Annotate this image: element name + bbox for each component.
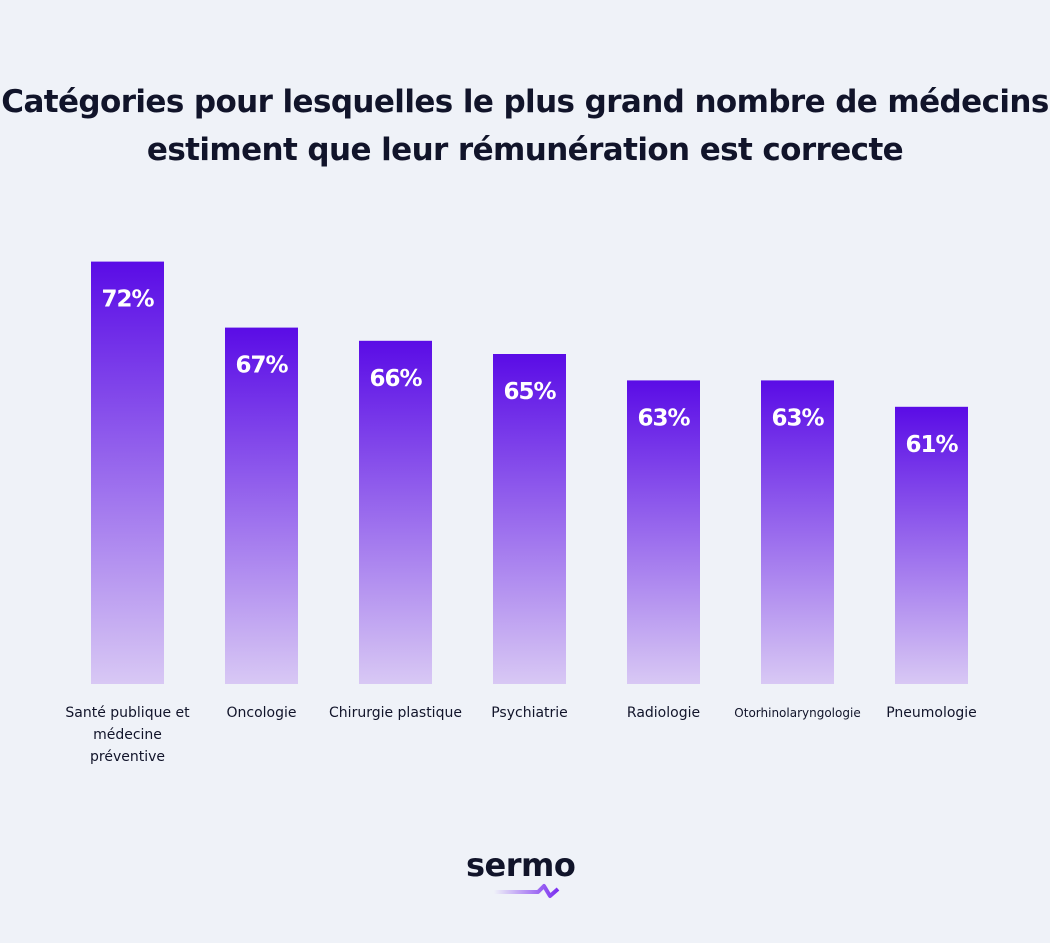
- data-label: 66%: [369, 366, 422, 392]
- data-label: 67%: [235, 353, 288, 379]
- bar: [761, 380, 834, 684]
- data-label: 63%: [637, 405, 690, 431]
- data-label: 72%: [101, 287, 154, 313]
- data-label: 63%: [771, 405, 824, 431]
- category-label: Pneumologie: [886, 705, 977, 721]
- category-label: Oncologie: [226, 705, 297, 721]
- sermo-logo: sermo: [466, 846, 586, 902]
- chart-title: Catégories pour lesquelles le plus grand…: [1, 84, 1049, 168]
- bar: [359, 340, 432, 684]
- data-label: 65%: [503, 379, 556, 405]
- logo-pulse-icon: [494, 884, 560, 898]
- category-label: Psychiatrie: [491, 705, 568, 721]
- category-label: Otorhinolaryngologie: [734, 706, 861, 720]
- bar: [627, 380, 700, 684]
- bar: [225, 327, 298, 684]
- category-label: Radiologie: [626, 705, 701, 721]
- bar: [493, 354, 566, 684]
- bar: [895, 406, 968, 684]
- category-label: Santé publique et médecine préventive: [65, 705, 190, 765]
- data-label: 61%: [905, 432, 958, 458]
- bar: [91, 261, 164, 684]
- category-label: Chirurgie plastique: [329, 705, 462, 721]
- logo-text: sermo: [466, 846, 576, 884]
